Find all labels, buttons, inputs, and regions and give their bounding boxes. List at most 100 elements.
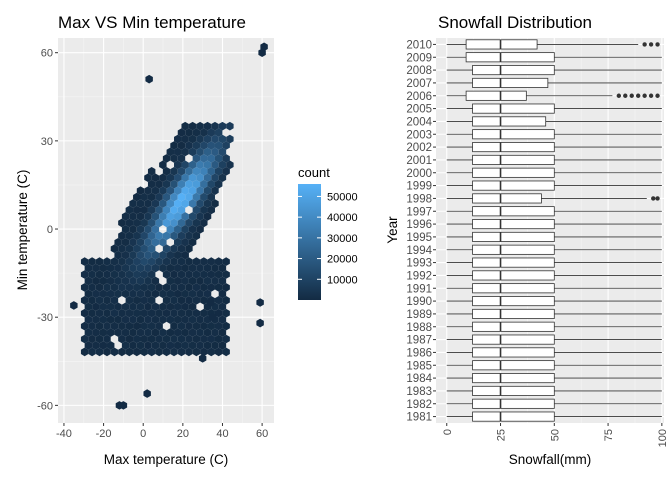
hex-cell [136, 263, 145, 273]
hex-cell [177, 141, 186, 150]
y-tick-label: 1994 [406, 245, 432, 257]
hex-cell [166, 341, 175, 350]
hex-cell [136, 328, 145, 337]
hex-cell [144, 173, 152, 183]
hex-cell [196, 134, 204, 144]
boxplot-1982 [446, 398, 662, 409]
hex-cell [174, 263, 182, 273]
hex-cell [159, 302, 167, 312]
hex-cell [200, 257, 208, 266]
hex-cell [147, 231, 156, 241]
hex-cell [207, 334, 215, 344]
hex-cell [200, 218, 208, 228]
hex-cell [218, 289, 227, 299]
hex-cell [196, 341, 204, 350]
hex-cell [214, 321, 223, 331]
hex-cell [155, 218, 163, 228]
hex-cell [155, 179, 163, 189]
hex-cell [181, 199, 189, 208]
hex-cell [159, 250, 167, 260]
hex-cell [80, 334, 89, 344]
boxplot-2005 [446, 103, 662, 114]
hex-cell [188, 199, 197, 208]
boxplot-2001 [446, 154, 662, 165]
hex-cell [129, 212, 137, 221]
boxplot-1990 [446, 296, 662, 307]
hex-cell [207, 154, 215, 163]
hex-cell [218, 276, 227, 286]
hex-cell [181, 328, 189, 337]
hex-cell [144, 315, 152, 324]
hex-cell [177, 218, 186, 228]
hex-cell [80, 347, 89, 357]
outlier-point [642, 93, 647, 98]
box [472, 77, 549, 88]
hex-cell [174, 199, 182, 208]
y-tick-label: 2009 [406, 52, 432, 64]
hex-cell [159, 263, 167, 273]
hex-cell [155, 334, 163, 344]
hex-cell [192, 283, 201, 292]
hex-cell [88, 296, 96, 305]
boxplot-panel [436, 38, 664, 423]
hex-cell [185, 334, 193, 344]
hex-cell [196, 289, 204, 299]
hex-cell [140, 308, 148, 318]
hex-cell [177, 167, 186, 176]
hex-cell [118, 257, 126, 266]
x-tick-label: 40 [216, 428, 228, 440]
hex-cell [147, 347, 156, 357]
hex-cell [181, 263, 189, 273]
hex-cell [147, 192, 156, 202]
hex-cell [203, 186, 212, 195]
hex-cell [151, 263, 160, 273]
hex-cell [99, 289, 107, 299]
hexbin-minor-gridlines [58, 38, 274, 423]
legend-colorbar [298, 184, 321, 300]
hex-cell [147, 244, 156, 253]
hex-cell [170, 296, 178, 305]
hex-cell [207, 347, 215, 357]
legend-ticks: 10000 20000 30000 40000 50000 [298, 191, 358, 286]
hex-cell [88, 334, 96, 344]
hex-cell [84, 289, 93, 299]
hex-cell [192, 218, 201, 228]
x-tick-label: 0 [442, 429, 454, 435]
hex-cell-outlier [198, 354, 207, 363]
y-tick-label: 1990 [406, 296, 432, 308]
hex-cell [207, 192, 215, 202]
hex-cell [95, 321, 104, 331]
hex-cell [222, 347, 230, 357]
hex-cell [80, 283, 89, 292]
hex-cell [159, 237, 167, 247]
hex-cell [103, 308, 111, 318]
hex-cell [151, 199, 160, 208]
hex-cell [196, 328, 204, 337]
hex-cell [188, 147, 197, 157]
hex-cell [181, 250, 189, 260]
x-tick-label: 25 [496, 429, 508, 441]
hex-cell [185, 347, 193, 357]
hex-cell-outlier [208, 312, 217, 322]
hex-cell [226, 160, 234, 170]
hex-cell [147, 308, 156, 318]
legend-label: 50000 [327, 191, 358, 203]
hex-cell [114, 263, 122, 273]
hex-cell [185, 244, 193, 253]
hex-cell [185, 257, 193, 266]
hex-cell-outlier [119, 401, 128, 410]
hex-cell-outlier [256, 318, 264, 328]
box [472, 308, 555, 319]
x-tick-label: -20 [96, 428, 112, 440]
hex-cell [200, 154, 208, 163]
hex-cell [103, 347, 111, 357]
hex-cell [144, 199, 152, 208]
hex-cell [211, 160, 219, 170]
hex-cell [151, 173, 160, 183]
hex-cell [110, 244, 119, 253]
hex-cell [155, 205, 163, 215]
hex-cell [99, 328, 107, 337]
hex-cell [207, 270, 215, 279]
hex-cell [121, 328, 130, 337]
box [472, 65, 555, 76]
